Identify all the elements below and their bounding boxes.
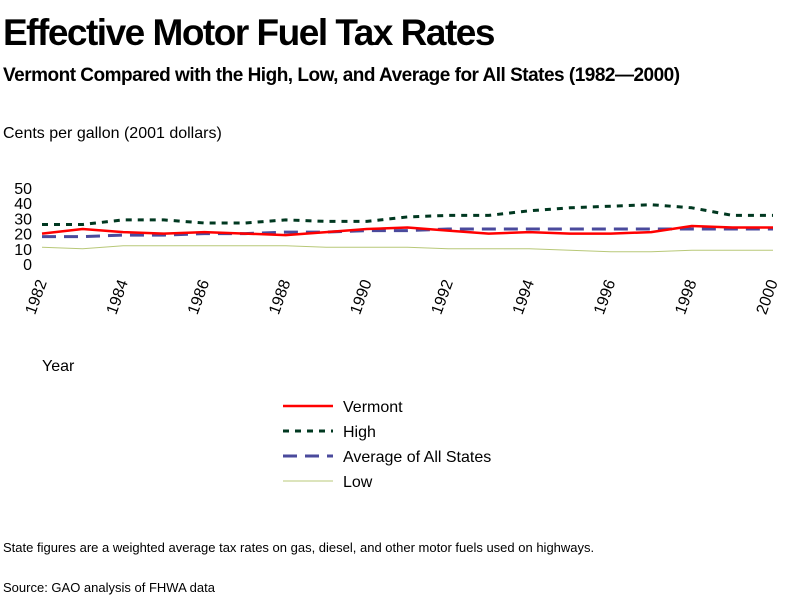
x-tick-label: 1988 <box>266 277 294 316</box>
x-tick-label: 1982 <box>23 277 51 316</box>
y-tick-label: 40 <box>14 196 32 213</box>
footnote: State figures are a weighted average tax… <box>3 540 595 555</box>
chart-subtitle: Vermont Compared with the High, Low, and… <box>3 65 680 86</box>
y-axis-units-label: Cents per gallon (2001 dollars) <box>3 125 222 142</box>
series-line-vermont <box>41 224 773 237</box>
legend-label: Average of All States <box>343 449 491 466</box>
series-line-low <box>41 245 773 253</box>
y-tick-label: 50 <box>14 181 32 198</box>
x-axis-title: Year <box>42 358 75 375</box>
x-tick-label: 1996 <box>591 277 619 316</box>
x-tick-label: 1994 <box>510 277 538 316</box>
y-tick-label: 20 <box>14 227 32 244</box>
x-tick-label: 1992 <box>429 277 457 316</box>
x-tick-label: 2000 <box>754 277 782 316</box>
legend-label: High <box>343 424 376 441</box>
series-layer <box>41 203 773 253</box>
x-tick-label: 1986 <box>185 277 213 316</box>
source-note: Source: GAO analysis of FHWA data <box>3 580 215 595</box>
legend-label: Vermont <box>343 399 403 416</box>
y-tick-label: 10 <box>14 242 32 259</box>
series-line-average-of-all-states <box>42 227 773 239</box>
x-tick-label: 1984 <box>104 277 132 316</box>
x-axis: 1982 1984 1986 1988 1990 1992 1994 1996 1998 2000 <box>23 277 782 316</box>
chart-title: Effective Motor Fuel Tax Rates <box>3 12 495 53</box>
legend: Vermont High Average of All States Low <box>283 399 491 491</box>
legend-label: Low <box>343 474 373 491</box>
series-line-high <box>42 203 773 226</box>
x-tick-label: 1998 <box>672 277 700 316</box>
x-tick-label: 1990 <box>347 277 375 316</box>
y-tick-label: 0 <box>23 257 32 274</box>
y-tick-label: 30 <box>14 211 32 228</box>
